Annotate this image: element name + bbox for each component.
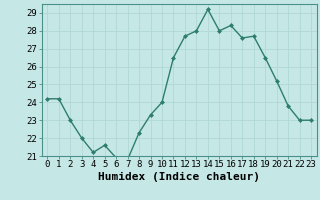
X-axis label: Humidex (Indice chaleur): Humidex (Indice chaleur)	[98, 172, 260, 182]
